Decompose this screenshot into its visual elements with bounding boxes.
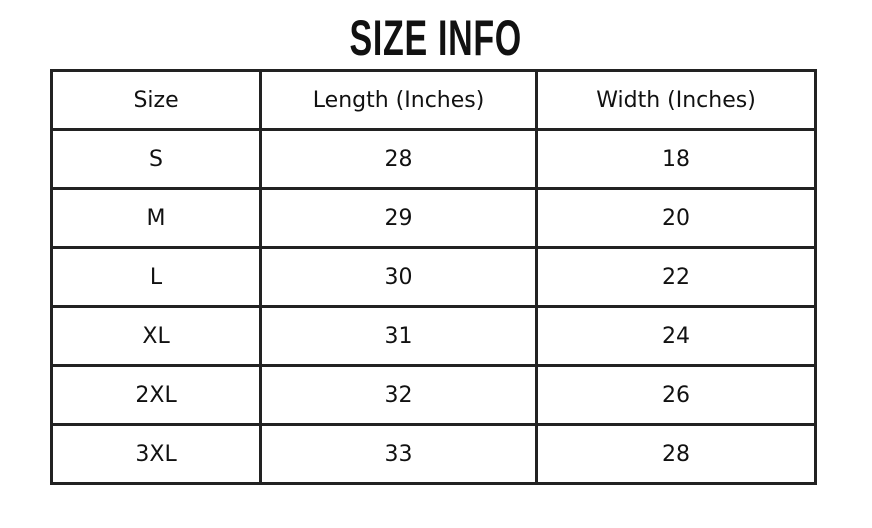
header-length: Length (Inches)	[259, 69, 539, 131]
table-row: XL 31 24	[49, 305, 817, 367]
cell-size: 3XL	[49, 423, 263, 485]
header-row: Size Length (Inches) Width (Inches)	[49, 69, 817, 131]
header-width: Width (Inches)	[535, 69, 817, 131]
table-row: S 28 18	[49, 128, 817, 190]
table-row: 3XL 33 28	[49, 423, 817, 485]
table-row: M 29 20	[49, 187, 817, 249]
title-text: SIZE INFO	[349, 10, 523, 66]
cell-width: 24	[535, 305, 817, 367]
cell-size: M	[49, 187, 263, 249]
cell-size: L	[49, 246, 263, 308]
size-table: Size Length (Inches) Width (Inches) S 28 1…	[49, 69, 817, 485]
cell-width: 18	[535, 128, 817, 190]
cell-size: 2XL	[49, 364, 263, 426]
cell-length: 33	[259, 423, 539, 485]
cell-width: 20	[535, 187, 817, 249]
header-size: Size	[49, 69, 263, 131]
cell-width: 26	[535, 364, 817, 426]
cell-length: 32	[259, 364, 539, 426]
page-title: SIZE INFO	[0, 12, 872, 64]
cell-width: 28	[535, 423, 817, 485]
cell-length: 28	[259, 128, 539, 190]
cell-size: XL	[49, 305, 263, 367]
cell-width: 22	[535, 246, 817, 308]
table-row: L 30 22	[49, 246, 817, 308]
table-row: 2XL 32 26	[49, 364, 817, 426]
cell-length: 31	[259, 305, 539, 367]
cell-length: 30	[259, 246, 539, 308]
cell-length: 29	[259, 187, 539, 249]
cell-size: S	[49, 128, 263, 190]
